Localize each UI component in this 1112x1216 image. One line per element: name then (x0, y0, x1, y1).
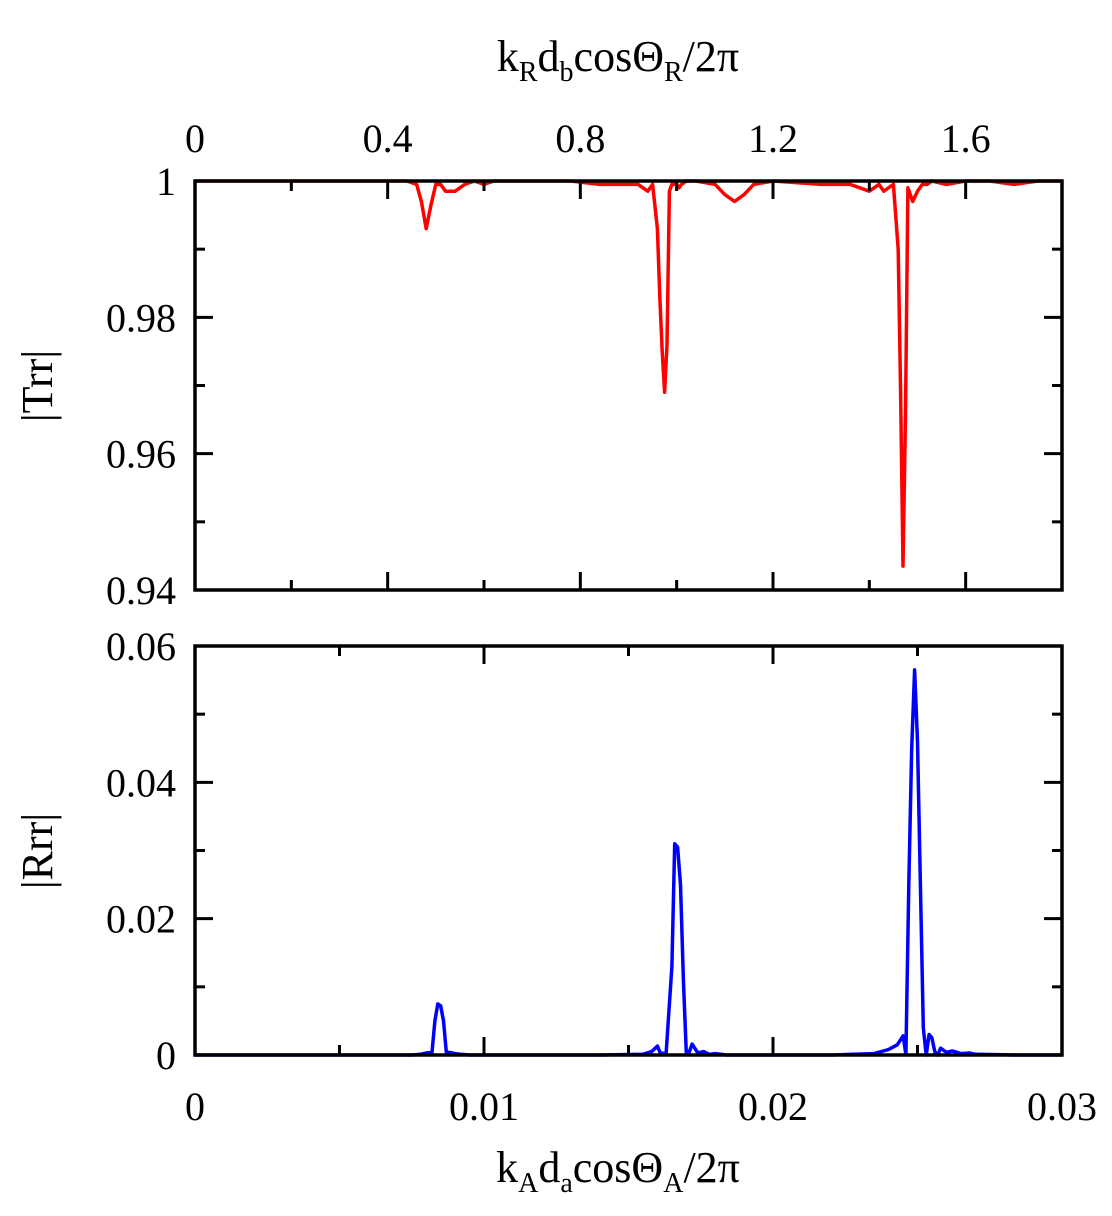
top-x2-tick-label: 0.8 (555, 116, 605, 161)
top-x2-tick-label: 0.4 (363, 116, 413, 161)
bottom-panel: 0 0.01 0.02 0.03 0 0.02 0.04 0.06 |Rrr| kAdacos… (13, 624, 1097, 1199)
top-x2-tick-label: 0 (185, 116, 205, 161)
top-y-tick-label: 1 (156, 159, 176, 204)
bottom-y-tick-label: 0 (156, 1033, 176, 1078)
top-panel-frame (193, 179, 1064, 592)
bottom-x-tick-label: 0 (185, 1084, 205, 1129)
bottom-x-axis-title: kAdacosΘA/2π (496, 1143, 740, 1199)
bottom-x-tick-label: 0.03 (1027, 1084, 1097, 1129)
bottom-y-tick-label: 0.04 (106, 760, 176, 805)
rrr-series-line (195, 668, 1062, 1057)
trr-series-line (195, 179, 1062, 568)
top-y-axis-title: |Trr| (13, 350, 62, 422)
bottom-y-tick-label: 0.02 (106, 897, 176, 942)
top-x2-tick-label: 1.6 (941, 116, 991, 161)
top-x2-axis-title: kRdbcosΘR/2π (497, 32, 739, 88)
top-y-tick-label: 0.94 (106, 568, 176, 613)
bottom-y-axis-title: |Rrr| (13, 813, 62, 889)
top-x2-tick-label: 1.2 (748, 116, 798, 161)
bottom-x-tick-label: 0.01 (449, 1084, 519, 1129)
bottom-y-tick-label: 0.06 (106, 624, 176, 669)
top-y-tick-label: 0.96 (106, 432, 176, 477)
top-y-tick-label: 0.98 (106, 295, 176, 340)
top-panel: 0 0.4 0.8 1.2 1.6 0.94 0.96 0.98 1 |Trr| kRdbcos… (13, 32, 1064, 613)
bottom-panel-frame (193, 644, 1064, 1057)
bottom-x-tick-label: 0.02 (738, 1084, 808, 1129)
